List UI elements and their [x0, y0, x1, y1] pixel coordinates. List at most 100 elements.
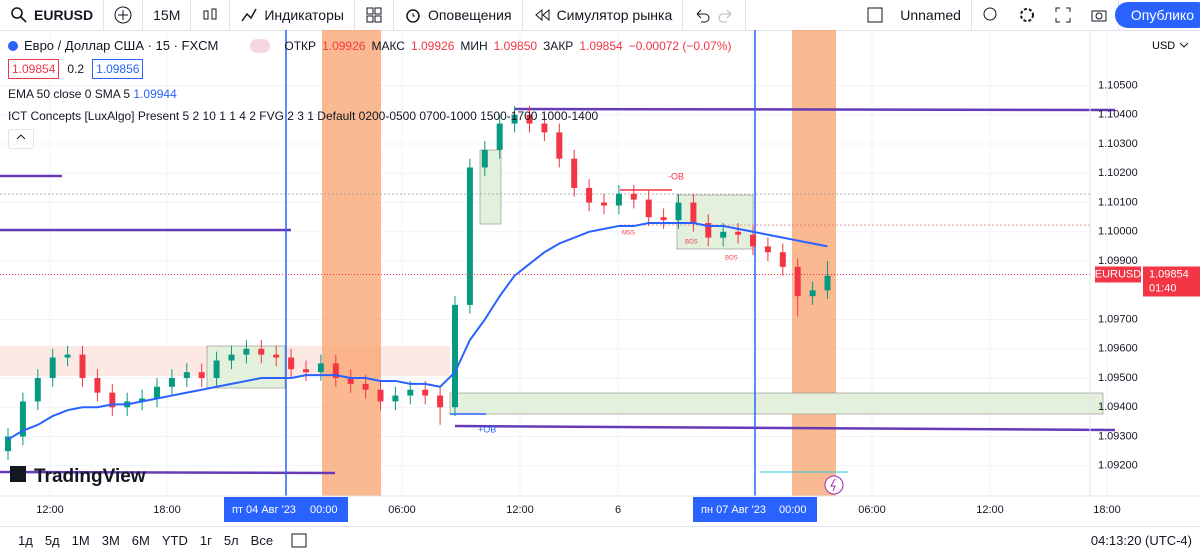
replay-label: Симулятор рынка — [556, 7, 673, 23]
x-tick-label: 6 — [615, 504, 621, 516]
dropdown-icon — [1179, 42, 1189, 48]
x-tick-label: 18:00 — [153, 504, 181, 516]
y-tick-label: 1.09700 — [1098, 313, 1138, 325]
layout-icon — [867, 7, 883, 23]
candle-body — [824, 275, 831, 291]
logo-mark — [10, 466, 26, 482]
date-range-icon[interactable] — [289, 531, 309, 549]
candles-icon — [203, 8, 217, 20]
range-button[interactable]: 3М — [101, 532, 120, 548]
lightning-icon — [830, 478, 836, 492]
spread: 0.2 — [67, 62, 85, 76]
candle-body — [183, 372, 190, 379]
annotation: -OB — [668, 171, 684, 181]
change: −0.00072 (−0.07%) — [628, 38, 732, 53]
x-tick-label: 12:00 — [506, 504, 534, 516]
candle-body — [407, 389, 414, 396]
indicators-icon — [241, 8, 258, 22]
y-tick-label: 1.09400 — [1098, 401, 1138, 413]
lightning-button[interactable] — [824, 475, 844, 495]
compare[interactable] — [104, 0, 144, 30]
level-line — [514, 107, 1116, 112]
templates[interactable] — [355, 0, 394, 30]
range-button[interactable]: Все — [250, 532, 274, 548]
candle-body — [660, 217, 667, 221]
countdown: 01:40 — [1149, 282, 1177, 294]
candle-body — [437, 395, 444, 408]
ohlc-label: ЗАКР — [543, 38, 574, 53]
candle-body — [198, 372, 205, 379]
ema-line — [7, 222, 828, 441]
plus-icon — [114, 6, 132, 24]
symbol-search[interactable]: EURUSD — [0, 0, 105, 30]
publish-button[interactable]: Опублико — [1114, 2, 1200, 28]
killzone — [792, 30, 836, 496]
chart-type[interactable] — [191, 0, 231, 30]
x-tick-label: 06:00 — [858, 504, 886, 516]
ohlc-value: 1.09926 — [410, 38, 455, 53]
range-button[interactable]: 6М — [131, 532, 150, 548]
chart: -OB +OB MSS BOS BOS TradingView USD 1.09… — [0, 30, 1200, 522]
y-tick-label: 1.09300 — [1098, 430, 1138, 442]
alerts-label: Оповещения — [427, 7, 512, 23]
range-button[interactable]: 1г — [199, 532, 212, 548]
candle-body — [630, 193, 637, 200]
ema-label: EMA 50 close 0 SMA 5 — [8, 87, 131, 101]
candle-body — [779, 252, 786, 267]
y-tick-label: 1.10000 — [1098, 226, 1138, 238]
logo: TradingView — [34, 466, 146, 487]
search-icon — [11, 7, 27, 23]
date-marker-date: пн 07 Авг '23 — [701, 504, 766, 516]
replay[interactable]: Симулятор рынка — [523, 0, 684, 30]
candle-body — [109, 392, 116, 408]
grid — [0, 30, 1108, 496]
range-button[interactable]: 1д — [18, 532, 33, 548]
undo[interactable] — [683, 0, 747, 30]
y-tick-label: 1.10200 — [1098, 167, 1138, 179]
fvg-box — [676, 194, 754, 250]
candle-body — [19, 401, 26, 437]
candle-body — [675, 202, 682, 221]
legend: Евро / Доллар США · 15 · FXCM ОТКР 1.0992… — [8, 38, 731, 149]
collapse-button[interactable] — [8, 129, 34, 149]
date-marker — [693, 497, 817, 522]
indicators[interactable]: Индикаторы — [230, 0, 355, 30]
bid-button[interactable]: 1.09854 — [8, 59, 60, 79]
replay-icon — [534, 8, 550, 22]
candle-body — [541, 123, 548, 133]
candle-body — [139, 398, 146, 402]
range-button[interactable]: 1М — [71, 532, 90, 548]
y-tick-label: 1.09200 — [1098, 460, 1138, 472]
candle-body — [496, 123, 503, 150]
undo-icon — [696, 9, 710, 23]
interval-label: 15M — [153, 7, 181, 23]
ohlc-label: ОТКР — [284, 38, 317, 53]
candle-body — [213, 360, 220, 379]
range-button[interactable]: 5д — [44, 532, 60, 548]
candle-body — [273, 354, 280, 358]
layout[interactable]: Unnamed — [746, 0, 972, 30]
range-button[interactable]: YTD — [161, 532, 188, 548]
y-tick-label: 1.10500 — [1098, 79, 1138, 91]
range-button[interactable]: 5л — [223, 532, 239, 548]
grid-icon — [366, 7, 382, 23]
candle-body — [422, 389, 429, 396]
ohlc-value: 1.09850 — [493, 38, 538, 53]
quick-search-icon — [983, 7, 997, 21]
range-bar: 1д 5д 1М 3М 6М YTD 1г 5л Все — [0, 533, 279, 548]
symbol: EURUSD — [34, 7, 94, 23]
toolbar: EURUSD 15M Индикаторы Оповещения Симулят… — [0, 0, 1200, 31]
tools[interactable] — [972, 0, 1119, 30]
level-line — [454, 424, 1116, 432]
y-tick-label: 1.10400 — [1098, 109, 1138, 121]
alerts[interactable]: Оповещения — [394, 0, 523, 30]
candle-body — [94, 378, 101, 393]
candle-body — [347, 378, 354, 384]
annotation: +OB — [478, 424, 496, 434]
ohlc-label: МАКС — [371, 38, 405, 53]
last-price-tag — [1143, 266, 1200, 297]
ask-button[interactable]: 1.09856 — [92, 59, 144, 79]
candle-body — [362, 383, 369, 390]
interval[interactable]: 15M — [143, 0, 192, 30]
